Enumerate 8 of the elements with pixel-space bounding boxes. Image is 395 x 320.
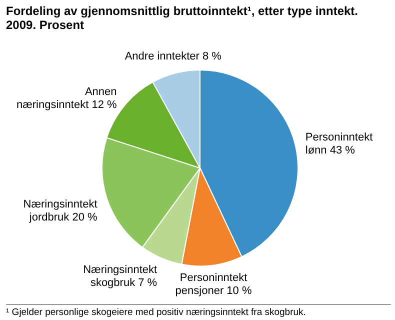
- slice-label: Annen næringsinntekt 12 %: [16, 86, 117, 112]
- slice-label: Personinntekt pensjoner 10 %: [175, 272, 252, 298]
- slice-label: Næringsinntekt skogbruk 7 %: [83, 264, 158, 290]
- slice-label: Andre inntekter 8 %: [124, 50, 222, 62]
- slice-label: Næringsinntekt jordbruk 20 %: [23, 198, 98, 224]
- chart-title: Fordeling av gjennomsnittlig bruttoinntekt¹, etter type inntekt. 2009. Prosent: [6, 4, 360, 32]
- slice-label: Personinntekt lønn 43 %: [305, 131, 373, 156]
- text: ¹ Gjelder personlige skogeiere med positiv næringsinntekt fra skogbruk.: [6, 304, 391, 318]
